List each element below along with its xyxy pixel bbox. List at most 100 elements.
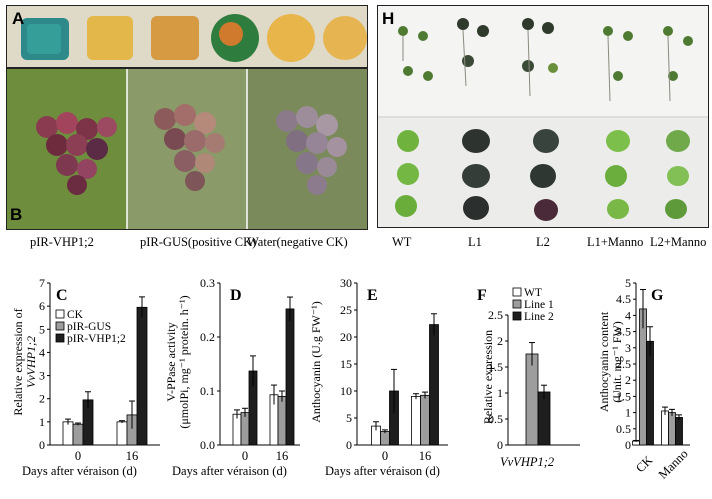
caption-water: Water(negative CK)	[247, 235, 348, 249]
panel-letter-d: D	[230, 287, 242, 304]
panel-letter-g: G	[651, 287, 664, 304]
bar-D-2-1	[285, 308, 295, 446]
y-tick-label-C: 2	[39, 392, 45, 406]
y-tick-label-F: 2	[497, 334, 503, 348]
bar-C-2-1	[136, 306, 148, 446]
y-tick-label-E: 0	[346, 438, 352, 452]
y-tick-label-E: 20	[340, 330, 352, 344]
y-axis-label-G: (Unit. mg⁻¹ FW)	[610, 321, 624, 403]
y-tick-label-G: 4	[625, 308, 631, 322]
bar-E-1-0	[380, 431, 390, 446]
y-tick-label-E: 5	[346, 411, 352, 425]
legend-label-F: WT	[524, 287, 542, 299]
x-tick-label-E: 16	[419, 449, 432, 463]
panel-h-photo	[378, 6, 708, 227]
panel-letter-a: A	[12, 9, 25, 28]
x-tick-label-D: 16	[276, 449, 289, 463]
grape-cluster-2	[154, 104, 225, 191]
y-tick-label-G: 3.5	[616, 325, 631, 339]
y-tick-label-G: 4.5	[616, 292, 631, 306]
x-tick-label-G: Manno	[656, 447, 691, 482]
y-tick-label-G: 5	[625, 276, 631, 290]
y-tick-label-D: 0.3	[200, 276, 215, 290]
y-tick-label-F: 1	[497, 386, 503, 400]
x-tick-label-D: 0	[242, 449, 248, 463]
panel-h-image	[377, 5, 709, 228]
bar-D-1-1	[277, 395, 287, 446]
y-tick-label-G: 1.5	[616, 389, 631, 403]
bar-G-1-1	[668, 412, 676, 446]
y-tick-label-D: 0.1	[200, 384, 215, 398]
y-axis-label-C: VvVHP1;2	[24, 336, 38, 388]
y-tick-label-G: 0.5	[616, 422, 631, 436]
legend-swatch-F	[512, 311, 522, 321]
panel-letter-c: C	[56, 287, 68, 304]
y-tick-label-F: 2.5	[488, 308, 503, 322]
x-axis-label-C: Days after véraison (d)	[22, 464, 137, 478]
legend-label-F: Line 2	[524, 311, 554, 323]
y-tick-label-E: 25	[340, 303, 352, 317]
y-tick-label-C: 6	[39, 299, 45, 313]
bar-E-1-1	[420, 394, 430, 446]
orange-callus	[151, 16, 199, 60]
y-axis-label-F: Relative expression	[481, 330, 495, 424]
y-tick-label-F: 0.5	[488, 412, 503, 426]
bar-C-0-1	[116, 421, 128, 446]
y-tick-label-E: 15	[340, 357, 352, 371]
yellow-ball-2	[323, 16, 367, 60]
bar-E-0-1	[411, 395, 421, 446]
legend-label-C: CK	[67, 309, 84, 321]
seedlings	[398, 18, 693, 81]
y-tick-label-F: 1.5	[488, 360, 503, 374]
y-tick-label-G: 2	[625, 373, 631, 387]
legend-swatch-C	[55, 321, 65, 331]
grape-cluster-3	[276, 106, 347, 195]
x-axis-label-E: Days after véraison (d)	[325, 464, 440, 478]
bar-G-2-0	[646, 340, 654, 446]
y-tick-label-C: 4	[39, 345, 45, 359]
y-tick-label-G: 2.5	[616, 357, 631, 371]
legend-swatch-C	[55, 333, 65, 343]
bar-E-2-1	[429, 324, 439, 446]
y-axis-label-D: V-PPase activity	[164, 322, 178, 401]
x-tick-label-G: CK	[633, 453, 655, 475]
bar-F-1-0	[525, 353, 539, 446]
bar-G-1-0	[639, 308, 647, 446]
bar-C-0-0	[62, 421, 74, 446]
y-axis-label-D: (μmolPi, mg⁻¹ protein. h⁻¹)	[177, 295, 191, 428]
panel-letter-e: E	[367, 287, 378, 304]
panel-letter-h: H	[382, 9, 395, 28]
caption-l2: L2	[536, 235, 550, 249]
caption-wt: WT	[392, 235, 412, 249]
bar-D-1-0	[240, 412, 250, 446]
y-axis-label-E: Anthocyanin (U.g FW⁻¹)	[309, 301, 323, 423]
y-tick-label-G: 3	[625, 341, 631, 355]
grape-cluster-1	[36, 112, 117, 195]
panel-b-photo	[7, 69, 367, 229]
x-tick-label-C: 0	[75, 449, 81, 463]
x-tick-label-E: 0	[382, 449, 388, 463]
y-tick-label-C: 7	[39, 276, 45, 290]
legend-swatch-C	[55, 309, 65, 319]
bar-D-0-0	[232, 413, 242, 446]
y-tick-label-D: 0.0	[200, 438, 215, 452]
y-axis-label-G: Anthocyanin content	[597, 311, 611, 412]
panel-letter-b: B	[10, 205, 23, 224]
panel-a-photo	[7, 6, 367, 67]
panel-letter-f: F	[477, 287, 487, 304]
yellow-ball-1	[267, 14, 315, 62]
y-tick-label-E: 10	[340, 384, 352, 398]
bar-G-2-1	[675, 417, 683, 446]
y-tick-label-D: 0.2	[200, 330, 215, 344]
yellow-callus	[87, 16, 133, 60]
bar-F-2-0	[537, 391, 551, 446]
x-axis-label-F: VvVHP1;2	[500, 455, 554, 469]
y-tick-label-C: 3	[39, 369, 45, 383]
panel-a-image	[6, 5, 368, 68]
y-tick-label-C: 5	[39, 322, 45, 336]
y-tick-label-G: 0	[625, 438, 631, 452]
x-axis-label-D: Days after véraison (d)	[172, 464, 287, 478]
caption-l1: L1	[468, 235, 482, 249]
caption-l1-manno: L1+Manno	[587, 235, 644, 249]
legend-swatch-F	[512, 287, 522, 297]
